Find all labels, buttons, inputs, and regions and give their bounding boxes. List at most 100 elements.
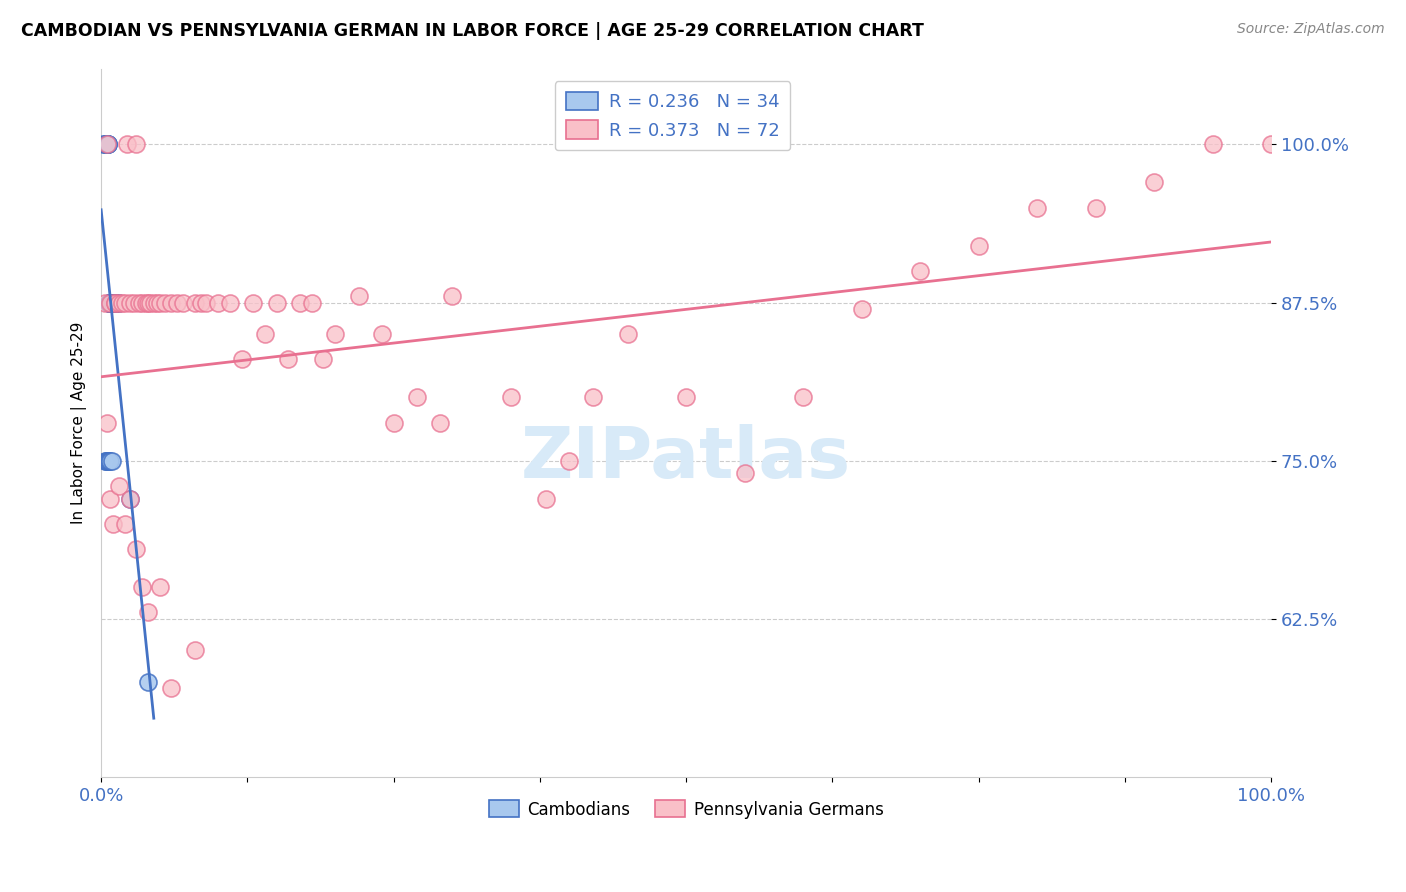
Point — [1084, 201, 1107, 215]
Point — [93, 137, 115, 152]
Point — [183, 643, 205, 657]
Point — [98, 295, 121, 310]
Point — [100, 295, 122, 310]
Point — [94, 137, 117, 152]
Point — [98, 295, 121, 310]
Point — [139, 295, 162, 310]
Point — [111, 295, 134, 310]
Point — [266, 295, 288, 310]
Point — [1026, 201, 1049, 215]
Point — [98, 453, 121, 467]
Point — [149, 295, 172, 310]
Legend: Cambodians, Pennsylvania Germans: Cambodians, Pennsylvania Germans — [482, 794, 890, 825]
Point — [96, 453, 118, 467]
Point — [120, 295, 142, 310]
Point — [107, 295, 129, 310]
Point — [93, 295, 115, 310]
Point — [142, 295, 165, 310]
Point — [96, 137, 118, 152]
Point — [581, 391, 603, 405]
Point — [1201, 137, 1223, 152]
Point — [125, 542, 148, 557]
Point — [172, 295, 194, 310]
Point — [104, 295, 127, 310]
Point — [101, 295, 124, 310]
Point — [253, 327, 276, 342]
Point — [122, 295, 145, 310]
Point — [146, 295, 169, 310]
Point — [93, 137, 115, 152]
Point — [183, 295, 205, 310]
Point — [1143, 175, 1166, 189]
Point — [301, 295, 323, 310]
Point — [97, 137, 120, 152]
Point — [149, 580, 172, 594]
Point — [104, 295, 127, 310]
Point — [104, 295, 127, 310]
Point — [734, 467, 756, 481]
Point — [100, 295, 122, 310]
Point — [120, 491, 142, 506]
Point — [195, 295, 218, 310]
Point — [242, 295, 264, 310]
Point — [347, 289, 370, 303]
Point — [1260, 137, 1282, 152]
Point — [136, 295, 159, 310]
Point — [96, 416, 118, 430]
Point — [499, 391, 522, 405]
Point — [100, 453, 122, 467]
Point — [429, 416, 451, 430]
Point — [131, 580, 153, 594]
Point — [120, 491, 142, 506]
Point — [100, 295, 122, 310]
Point — [323, 327, 346, 342]
Point — [207, 295, 229, 310]
Point — [114, 295, 136, 310]
Point — [107, 295, 129, 310]
Point — [166, 295, 188, 310]
Point — [100, 295, 122, 310]
Text: Source: ZipAtlas.com: Source: ZipAtlas.com — [1237, 22, 1385, 37]
Point — [851, 301, 873, 316]
Point — [97, 453, 120, 467]
Point — [155, 295, 177, 310]
Point — [371, 327, 394, 342]
Point — [312, 352, 335, 367]
Y-axis label: In Labor Force | Age 25-29: In Labor Force | Age 25-29 — [72, 321, 87, 524]
Point — [406, 391, 429, 405]
Text: CAMBODIAN VS PENNSYLVANIA GERMAN IN LABOR FORCE | AGE 25-29 CORRELATION CHART: CAMBODIAN VS PENNSYLVANIA GERMAN IN LABO… — [21, 22, 924, 40]
Point — [97, 137, 120, 152]
Point — [100, 295, 122, 310]
Point — [94, 453, 117, 467]
Text: ZIPatlas: ZIPatlas — [522, 424, 851, 492]
Point — [967, 238, 990, 252]
Point — [103, 295, 125, 310]
Point — [105, 295, 128, 310]
Point — [534, 491, 557, 506]
Point — [190, 295, 212, 310]
Point — [135, 295, 157, 310]
Point — [382, 416, 405, 430]
Point — [136, 675, 159, 690]
Point — [441, 289, 464, 303]
Point — [288, 295, 311, 310]
Point — [908, 264, 931, 278]
Point — [98, 295, 121, 310]
Point — [96, 137, 118, 152]
Point — [96, 137, 118, 152]
Point — [94, 137, 117, 152]
Point — [114, 516, 136, 531]
Point — [128, 295, 150, 310]
Point — [131, 295, 153, 310]
Point — [103, 295, 125, 310]
Point — [107, 479, 129, 493]
Point — [100, 295, 122, 310]
Point — [160, 295, 183, 310]
Point — [218, 295, 240, 310]
Point — [136, 606, 159, 620]
Point — [93, 453, 115, 467]
Point — [616, 327, 638, 342]
Point — [115, 137, 138, 152]
Point — [100, 491, 122, 506]
Point — [675, 391, 697, 405]
